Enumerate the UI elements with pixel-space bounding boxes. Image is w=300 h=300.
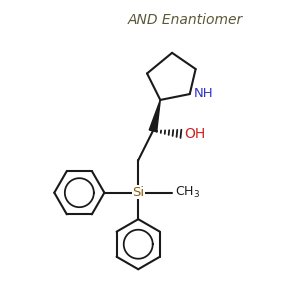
Polygon shape (149, 100, 160, 132)
Text: Si: Si (132, 186, 144, 199)
Text: AND Enantiomer: AND Enantiomer (128, 14, 243, 27)
Text: OH: OH (184, 127, 205, 141)
Text: CH$_3$: CH$_3$ (175, 184, 200, 200)
Text: NH: NH (193, 87, 213, 100)
